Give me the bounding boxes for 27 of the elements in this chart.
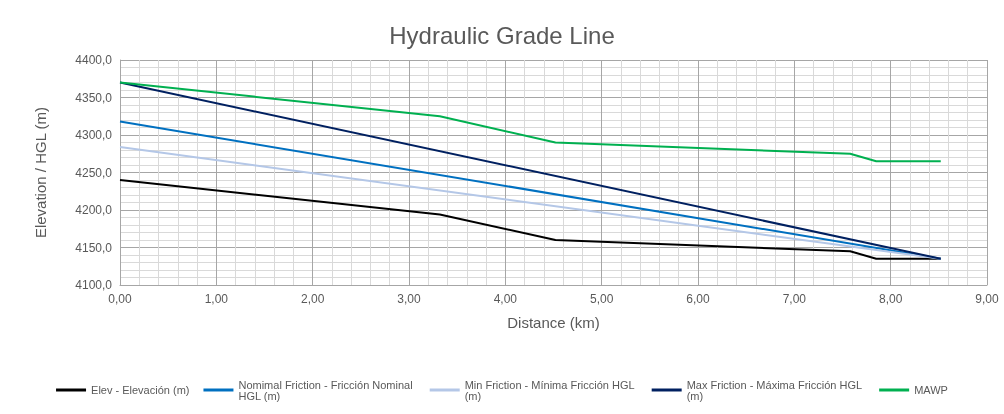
x-tick-label: 7,00 (782, 292, 807, 306)
y-tick-label: 4250,0 (75, 165, 113, 180)
x-tick-label: 4,00 (493, 292, 518, 306)
legend-label: Nomimal Friction - Fricción Nominal HGL (m) (238, 378, 416, 402)
x-tick-label: 2,00 (300, 292, 325, 306)
x-axis-title: Distance (km) (507, 314, 600, 331)
y-tick-label: 4300,0 (75, 128, 113, 142)
legend-label: MAWP (914, 384, 948, 396)
line-series (119, 179, 942, 260)
legend-label: Min Friction - Mínima Fricción HGL (m) (464, 378, 638, 402)
y-tick-label: 4200,0 (75, 203, 113, 217)
x-tick-label: 5,00 (589, 292, 614, 306)
x-tick-label: 6,00 (686, 292, 710, 306)
x-tick-label: 1,00 (204, 292, 229, 306)
x-tick-label: 0,00 (108, 292, 132, 306)
y-tick-label: 4150,0 (75, 240, 113, 255)
legend-label: Elev - Elevación (m) (91, 384, 190, 396)
chart-title: Hydraulic Grade Line (389, 21, 615, 49)
x-tick-label: 8,00 (878, 292, 903, 306)
legend-label: Max Friction - Máxima Fricción HGL (m) (686, 378, 865, 402)
y-tick-label: 4350,0 (75, 90, 113, 105)
y-tick-label: 4100,0 (75, 278, 113, 292)
line-series (119, 81, 942, 163)
x-tick-label: 3,00 (397, 292, 421, 306)
y-tick-label: 4400,0 (75, 53, 113, 67)
x-tick-label: 9,00 (975, 292, 999, 306)
y-axis-title: Elevation / HGL (m) (32, 106, 49, 239)
